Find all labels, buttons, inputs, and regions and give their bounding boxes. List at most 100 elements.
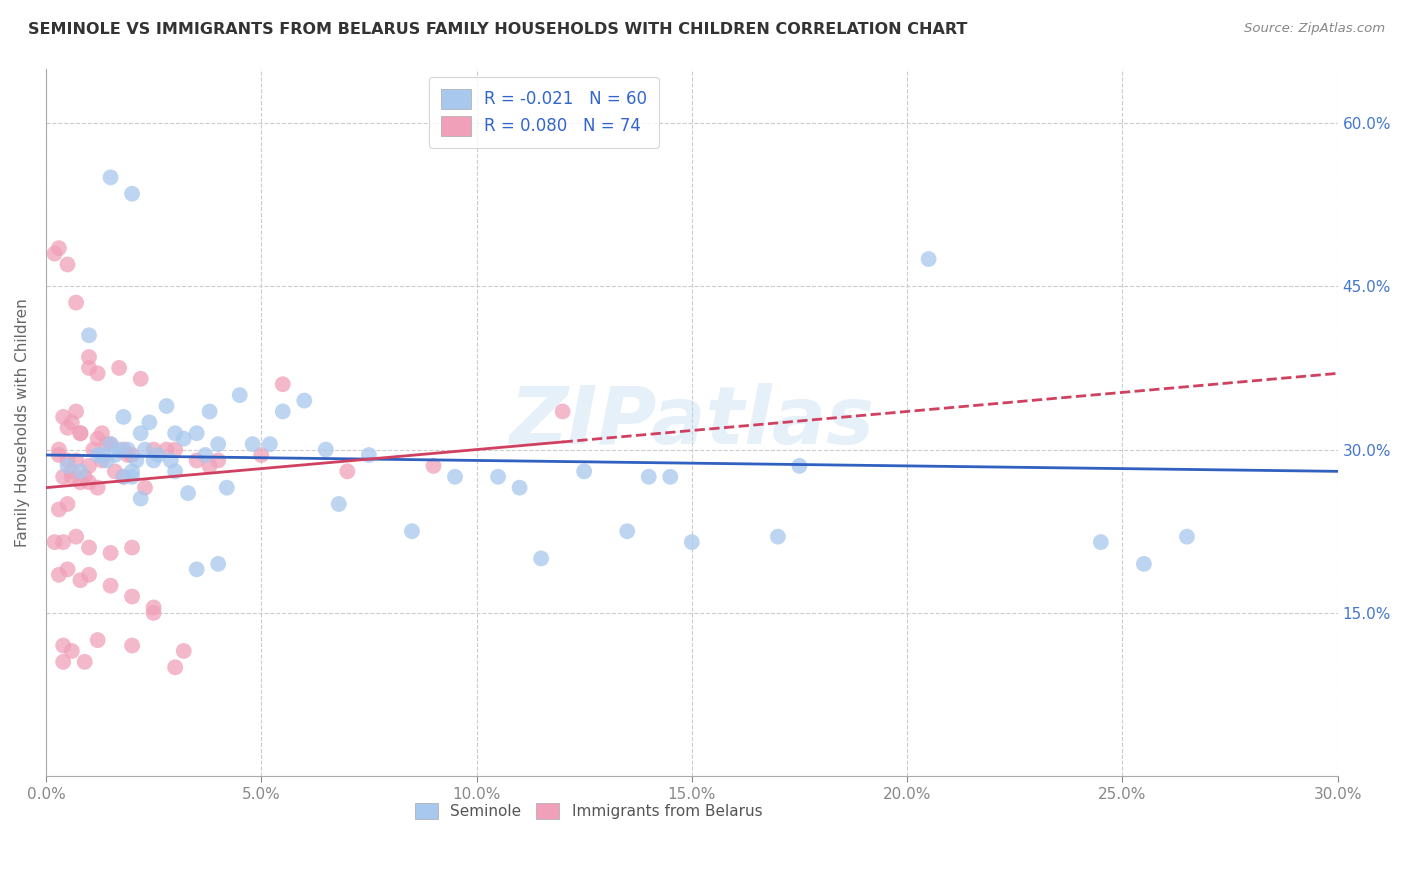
Point (60, 470, 83, 484)
Point (121, 448, 143, 462)
Point (766, 530, 789, 544)
Point (129, 491, 152, 506)
Point (100, 579, 122, 593)
Point (86, 367, 108, 381)
Point (52, 639, 75, 653)
Point (91, 426, 114, 441)
Point (73, 655, 96, 669)
Point (292, 393, 315, 408)
Point (96, 453, 118, 467)
Point (44, 535, 66, 549)
Point (194, 448, 217, 462)
Point (48, 502, 70, 516)
Point (112, 442, 135, 457)
Point (65, 453, 87, 467)
Point (100, 546, 122, 560)
Point (138, 415, 160, 429)
Point (271, 377, 294, 392)
Point (1090, 535, 1112, 549)
Text: ZIPatlas: ZIPatlas (509, 384, 875, 461)
Point (315, 442, 337, 457)
Point (48, 448, 70, 462)
Y-axis label: Family Households with Children: Family Households with Children (15, 298, 30, 547)
Point (444, 470, 467, 484)
Point (155, 399, 177, 413)
Point (48, 241, 70, 255)
Point (100, 170, 122, 185)
Point (207, 453, 229, 467)
Point (56, 562, 79, 576)
Point (112, 470, 135, 484)
Text: Source: ZipAtlas.com: Source: ZipAtlas.com (1244, 22, 1385, 36)
Point (121, 541, 143, 555)
Point (637, 470, 659, 484)
Point (250, 448, 273, 462)
Point (165, 442, 187, 457)
Point (77, 475, 100, 490)
Point (572, 464, 595, 478)
Point (165, 660, 187, 674)
Point (96, 437, 118, 451)
Point (146, 448, 169, 462)
Point (173, 432, 195, 446)
Point (104, 464, 127, 478)
Point (486, 470, 509, 484)
Point (186, 562, 208, 576)
Point (52, 409, 75, 424)
Point (198, 458, 221, 473)
Point (56, 497, 79, 511)
Point (56, 453, 79, 467)
Point (86, 481, 108, 495)
Point (65, 295, 87, 310)
Point (1133, 557, 1156, 571)
Point (125, 453, 148, 467)
Point (91, 453, 114, 467)
Point (48, 442, 70, 457)
Legend: Seminole, Immigrants from Belarus: Seminole, Immigrants from Belarus (409, 797, 768, 825)
Point (69, 475, 91, 490)
Point (173, 644, 195, 658)
Point (52, 655, 75, 669)
Point (551, 404, 574, 418)
Point (82, 442, 104, 457)
Point (165, 464, 187, 478)
Point (681, 535, 703, 549)
Point (117, 442, 139, 457)
Point (917, 252, 939, 266)
Point (422, 458, 444, 473)
Point (142, 600, 165, 615)
Point (509, 481, 531, 495)
Point (86, 432, 108, 446)
Point (789, 458, 811, 473)
Point (259, 437, 281, 451)
Point (60, 464, 83, 478)
Point (165, 426, 187, 441)
Point (129, 426, 152, 441)
Point (112, 409, 135, 424)
Point (207, 437, 229, 451)
Point (77, 350, 100, 364)
Point (69, 464, 91, 478)
Point (77, 360, 100, 375)
Point (104, 448, 127, 462)
Point (271, 404, 294, 418)
Point (1175, 530, 1198, 544)
Point (73, 470, 96, 484)
Point (142, 442, 165, 457)
Point (328, 497, 350, 511)
Point (215, 481, 238, 495)
Point (228, 388, 250, 402)
Point (108, 442, 131, 457)
Point (77, 567, 100, 582)
Point (69, 573, 91, 587)
Point (56, 458, 79, 473)
Point (121, 639, 143, 653)
Point (77, 541, 100, 555)
Point (160, 453, 183, 467)
Point (100, 437, 122, 451)
Point (65, 530, 87, 544)
Point (121, 464, 143, 478)
Point (121, 186, 143, 201)
Point (155, 442, 177, 457)
Point (86, 448, 108, 462)
